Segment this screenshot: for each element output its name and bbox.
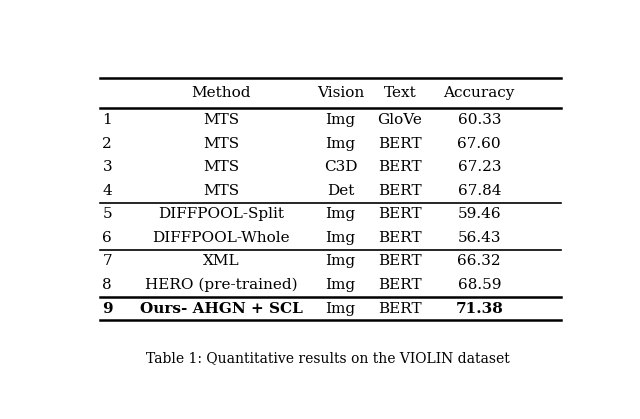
Text: Ours- AHGN + SCL: Ours- AHGN + SCL: [140, 302, 303, 316]
Text: 4: 4: [102, 184, 112, 198]
Text: Method: Method: [191, 86, 251, 100]
Text: 7: 7: [102, 254, 112, 269]
Text: BERT: BERT: [378, 160, 422, 174]
Text: Table 1: Quantitative results on the VIOLIN dataset: Table 1: Quantitative results on the VIO…: [146, 352, 510, 365]
Text: Img: Img: [325, 231, 355, 245]
Text: 66.32: 66.32: [458, 254, 501, 269]
Text: BERT: BERT: [378, 231, 422, 245]
Text: BERT: BERT: [378, 254, 422, 269]
Text: 3: 3: [102, 160, 112, 174]
Text: 60.33: 60.33: [458, 113, 501, 127]
Text: 9: 9: [102, 302, 113, 316]
Text: MTS: MTS: [204, 160, 239, 174]
Text: BERT: BERT: [378, 302, 422, 316]
Text: 67.60: 67.60: [458, 137, 501, 151]
Text: 5: 5: [102, 207, 112, 221]
Text: DIFFPOOL-Split: DIFFPOOL-Split: [158, 207, 284, 221]
Text: 1: 1: [102, 113, 112, 127]
Text: GloVe: GloVe: [378, 113, 422, 127]
Text: Img: Img: [325, 278, 355, 292]
Text: 67.23: 67.23: [458, 160, 501, 174]
Text: C3D: C3D: [324, 160, 357, 174]
Text: Accuracy: Accuracy: [444, 86, 515, 100]
Text: BERT: BERT: [378, 184, 422, 198]
Text: Img: Img: [325, 254, 355, 269]
Text: MTS: MTS: [204, 184, 239, 198]
Text: BERT: BERT: [378, 207, 422, 221]
Text: 71.38: 71.38: [455, 302, 503, 316]
Text: Img: Img: [325, 113, 355, 127]
Text: 59.46: 59.46: [458, 207, 501, 221]
Text: HERO (pre-trained): HERO (pre-trained): [145, 278, 298, 292]
Text: 56.43: 56.43: [458, 231, 501, 245]
Text: 6: 6: [102, 231, 112, 245]
Text: BERT: BERT: [378, 137, 422, 151]
Text: MTS: MTS: [204, 113, 239, 127]
Text: MTS: MTS: [204, 137, 239, 151]
Text: Vision: Vision: [317, 86, 364, 100]
Text: Img: Img: [325, 207, 355, 221]
Text: 68.59: 68.59: [458, 278, 501, 292]
Text: XML: XML: [203, 254, 239, 269]
Text: DIFFPOOL-Whole: DIFFPOOL-Whole: [152, 231, 290, 245]
Text: BERT: BERT: [378, 278, 422, 292]
Text: 2: 2: [102, 137, 112, 151]
Text: 67.84: 67.84: [458, 184, 501, 198]
Text: Img: Img: [325, 137, 355, 151]
Text: Det: Det: [326, 184, 354, 198]
Text: 8: 8: [102, 278, 112, 292]
Text: Text: Text: [383, 86, 416, 100]
Text: Img: Img: [325, 302, 355, 316]
